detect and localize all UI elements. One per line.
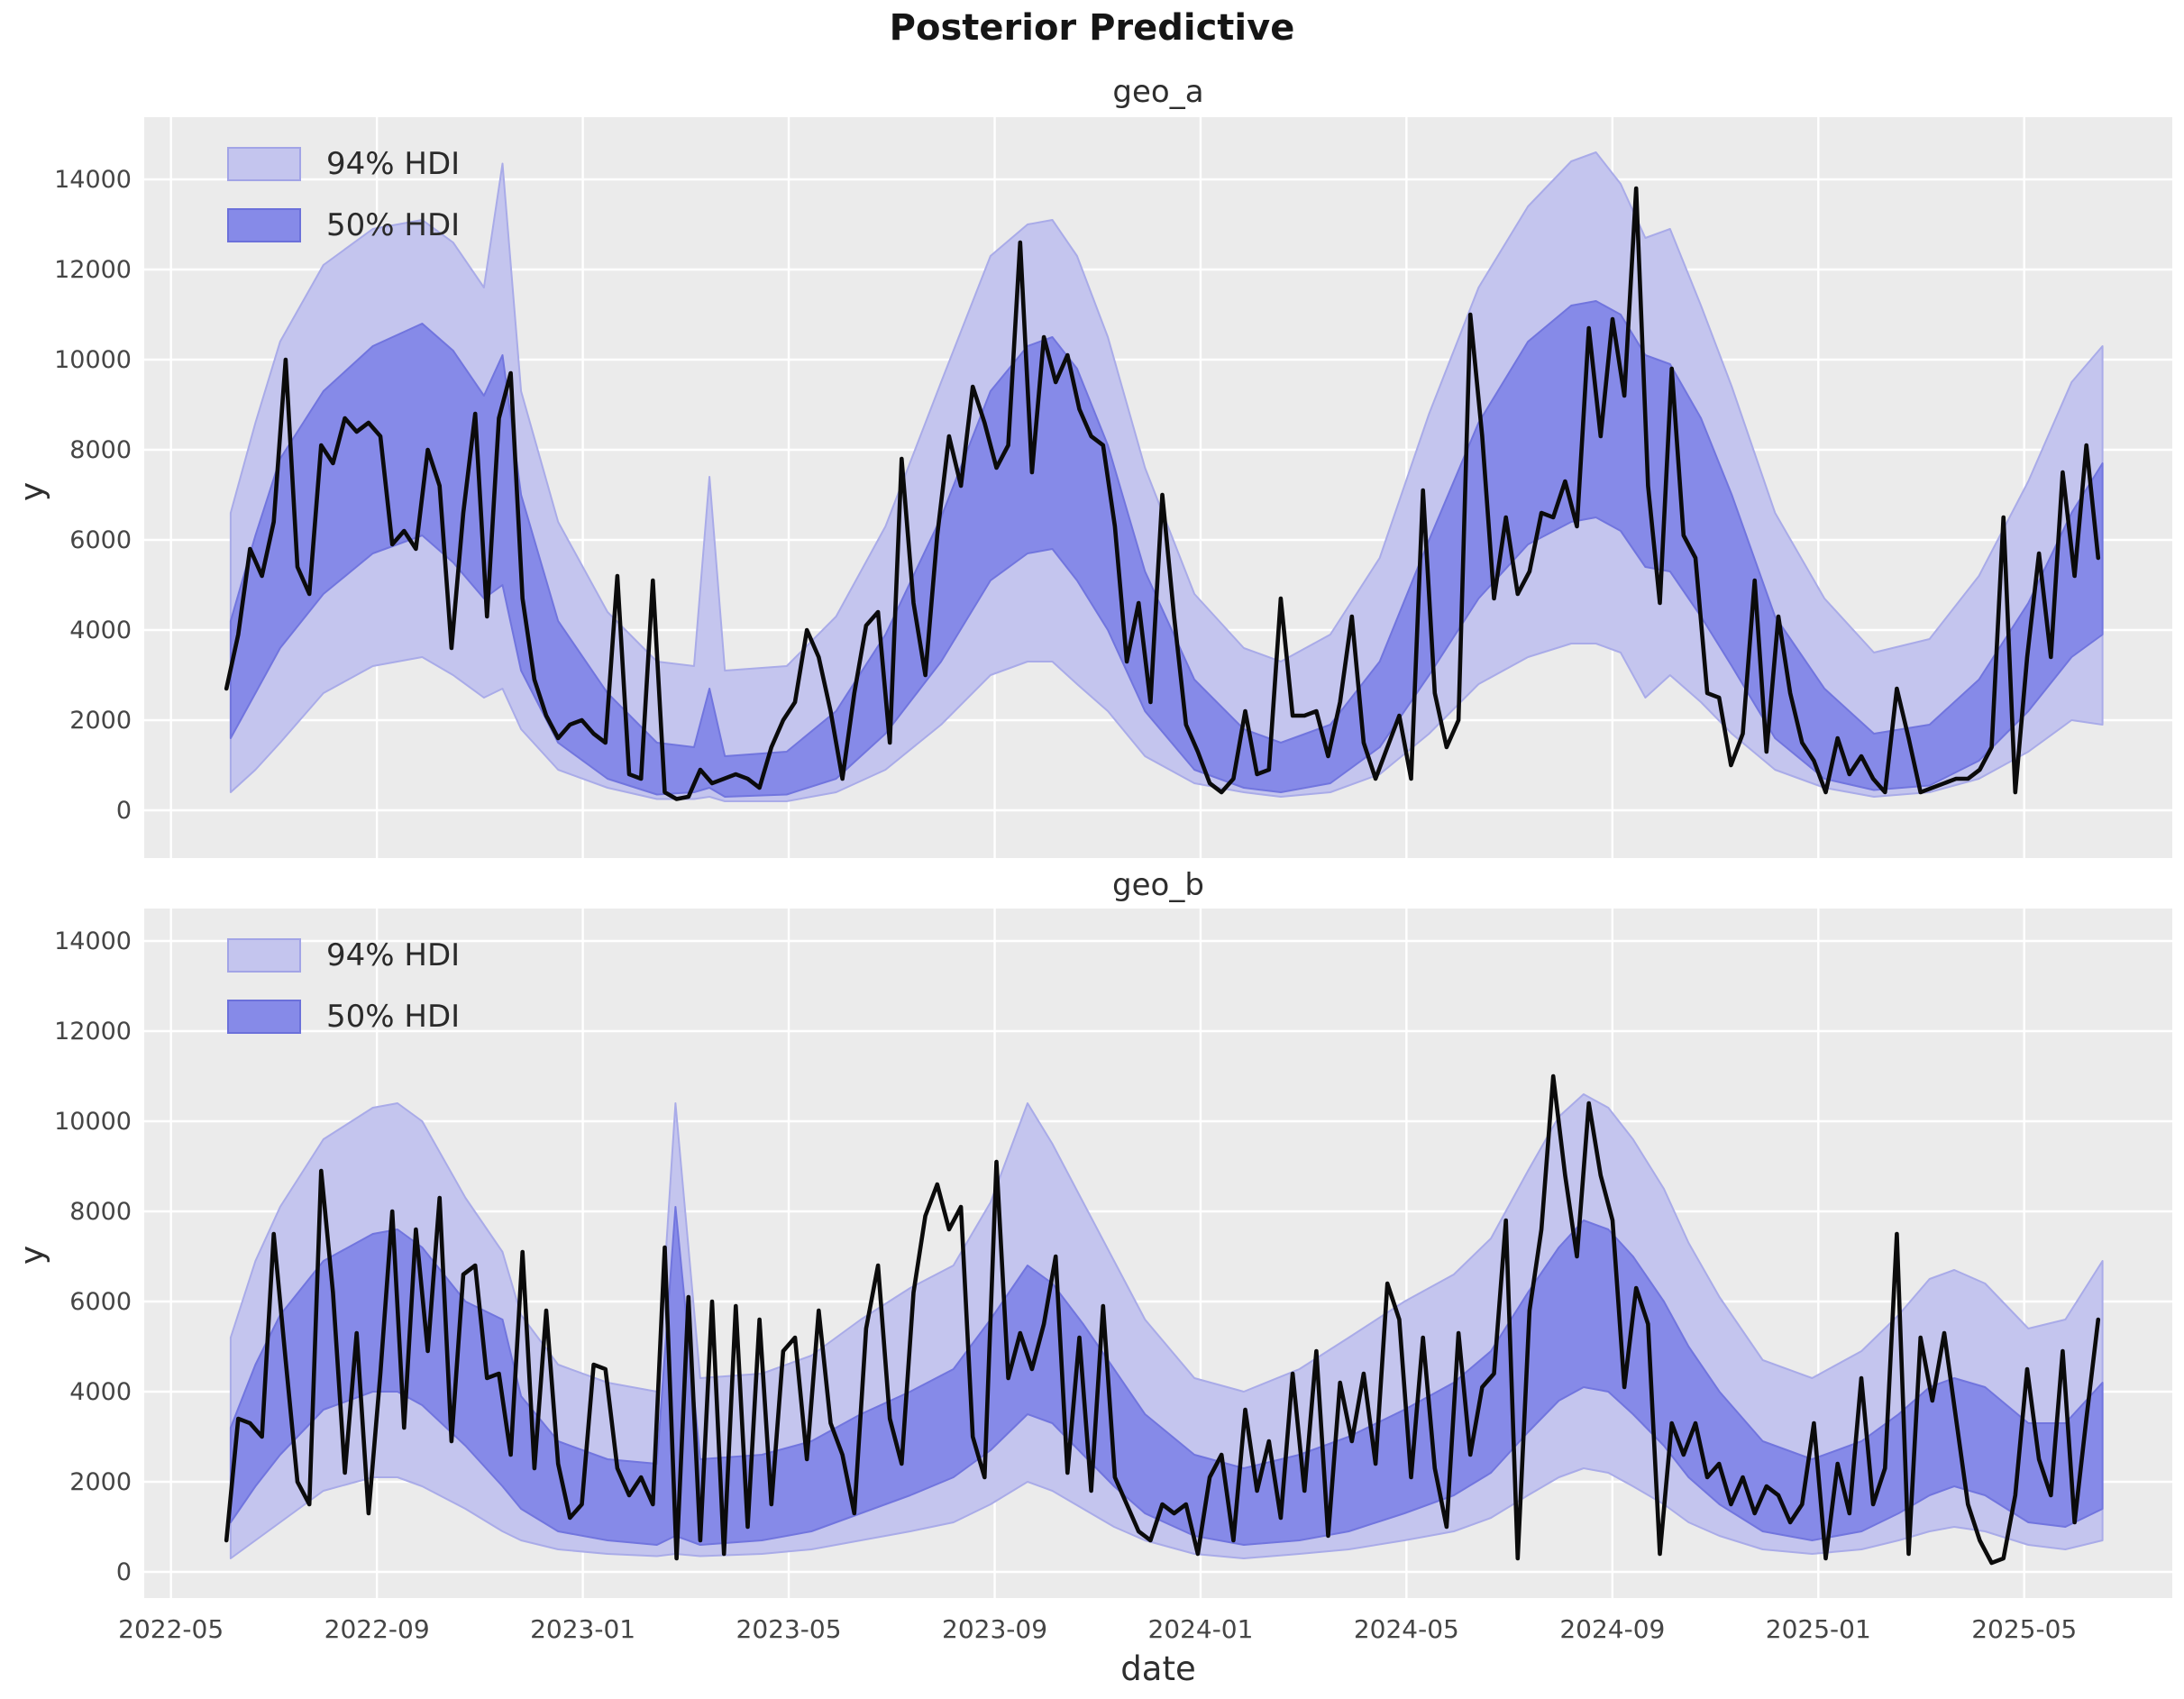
- x-tick-label: 2025-05: [1971, 1614, 2077, 1644]
- y-tick-label: 10000: [54, 346, 132, 374]
- x-tick-label: 2025-01: [1766, 1614, 1871, 1644]
- y-tick-label: 8000: [69, 1198, 132, 1226]
- observed-line: [224, 1073, 2101, 1566]
- hdi-94-label: 94% HDI: [326, 146, 461, 182]
- y-tick-label: 0: [116, 1558, 132, 1586]
- x-tick-label: 2023-05: [736, 1614, 842, 1644]
- x-tick-label: 2024-01: [1147, 1614, 1253, 1644]
- legend-geo-a: 94% HDI 50% HDI: [227, 133, 606, 256]
- figure-title: Posterior Predictive: [889, 7, 1295, 49]
- legend-item-94-hdi: 94% HDI: [227, 133, 606, 195]
- y-tick-label: 6000: [69, 1288, 132, 1316]
- x-tick-label: 2022-09: [324, 1614, 430, 1644]
- y-tick-label: 14000: [54, 166, 132, 194]
- subplot-geo_a: 0 2000 4000 6000 8000 10000 12000 14000: [54, 117, 2172, 858]
- observed-line: [224, 186, 2101, 801]
- y-tick-label: 4000: [69, 1378, 132, 1406]
- y-tick-label: 14000: [54, 927, 132, 955]
- y-axis-label-geo-b: y: [14, 1245, 51, 1265]
- x-tick-label: 2023-09: [942, 1614, 1047, 1644]
- hdi-50-swatch: [227, 1000, 301, 1034]
- legend-item-50-hdi: 50% HDI: [227, 195, 606, 256]
- legend-geo-b: 94% HDI 50% HDI: [227, 925, 606, 1047]
- hdi-50-label: 50% HDI: [326, 207, 461, 243]
- hdi-50-band: [229, 300, 2104, 798]
- hdi-94-label: 94% HDI: [326, 937, 461, 973]
- y-tick-label: 4000: [69, 617, 132, 644]
- y-tick-label: 12000: [54, 1018, 132, 1046]
- y-tick-label: 8000: [69, 436, 132, 464]
- legend-item-50-hdi: 50% HDI: [227, 986, 606, 1047]
- hdi-50-swatch: [227, 208, 301, 242]
- y-tick-label: 10000: [54, 1108, 132, 1136]
- subplot-geo_b: 0 2000 4000 6000 8000 10000 12000 14000 2022-05 2…: [54, 909, 2172, 1644]
- x-axis-label: date: [1120, 1649, 1196, 1688]
- y-tick-label: 2000: [69, 707, 132, 735]
- legend-item-94-hdi: 94% HDI: [227, 925, 606, 986]
- subplot-a-title: geo_a: [1112, 74, 1204, 110]
- x-tick-label: 2024-09: [1559, 1614, 1665, 1644]
- y-tick-label: 0: [116, 797, 132, 825]
- y-tick-label: 6000: [69, 526, 132, 554]
- y-tick-label: 2000: [69, 1468, 132, 1496]
- x-tick-label: 2024-05: [1354, 1614, 1459, 1644]
- y-axis-label-geo-a: y: [14, 481, 51, 502]
- y-tick-label: 12000: [54, 256, 132, 284]
- x-tick-label: 2023-01: [530, 1614, 635, 1644]
- hdi-50-label: 50% HDI: [326, 999, 461, 1035]
- hdi-94-swatch: [227, 147, 301, 181]
- x-tick-label: 2022-05: [118, 1614, 224, 1644]
- subplot-b-title: geo_b: [1112, 867, 1204, 903]
- hdi-94-swatch: [227, 938, 301, 973]
